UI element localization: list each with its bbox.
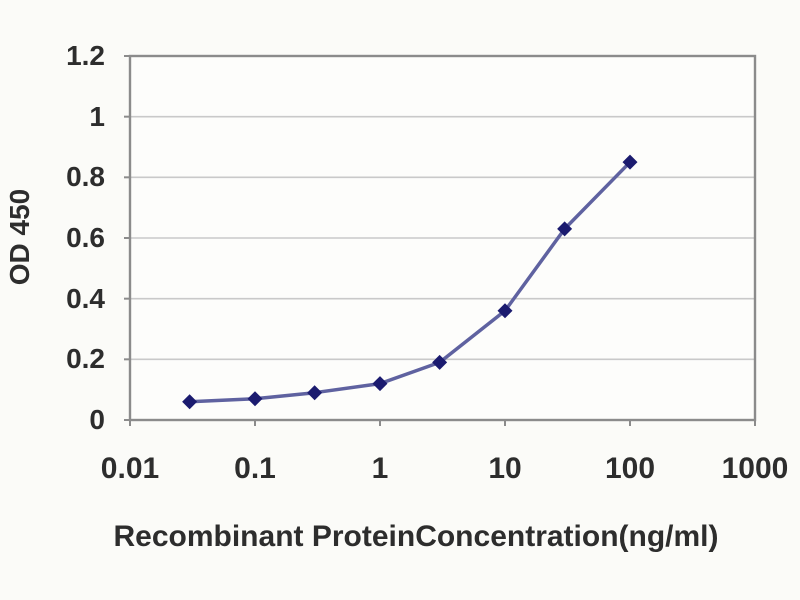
data-point-marker	[372, 376, 388, 392]
x-tick-label: 1000	[721, 452, 789, 485]
x-tick-label: 0.01	[100, 452, 160, 485]
x-tick-label: 10	[488, 452, 522, 485]
y-tick-label: 1	[89, 100, 105, 132]
y-tick-label: 0.4	[66, 282, 105, 314]
data-point-marker	[247, 391, 263, 407]
y-tick-label: 0.2	[66, 343, 105, 375]
x-axis-title: Recombinant ProteinConcentration(ng/ml)	[113, 520, 719, 553]
data-point-marker	[497, 303, 513, 319]
data-point-marker	[622, 154, 638, 170]
plot-border	[128, 54, 757, 422]
y-axis-title: OD 450	[4, 188, 35, 286]
y-tick-label: 0	[89, 404, 105, 435]
y-tick-label: 0.8	[66, 161, 105, 193]
x-tick-label: 0.1	[234, 452, 276, 485]
data-point-marker	[182, 394, 198, 410]
data-point-marker	[307, 385, 323, 401]
data-series-line	[187, 160, 632, 404]
y-tick-label: 1.2	[66, 40, 105, 71]
data-point-marker	[557, 221, 573, 237]
data-point-marker	[432, 354, 448, 370]
x-tick-label: 1	[371, 452, 389, 485]
y-tick-label: 0.6	[66, 222, 105, 253]
x-tick-label: 100	[604, 452, 656, 485]
